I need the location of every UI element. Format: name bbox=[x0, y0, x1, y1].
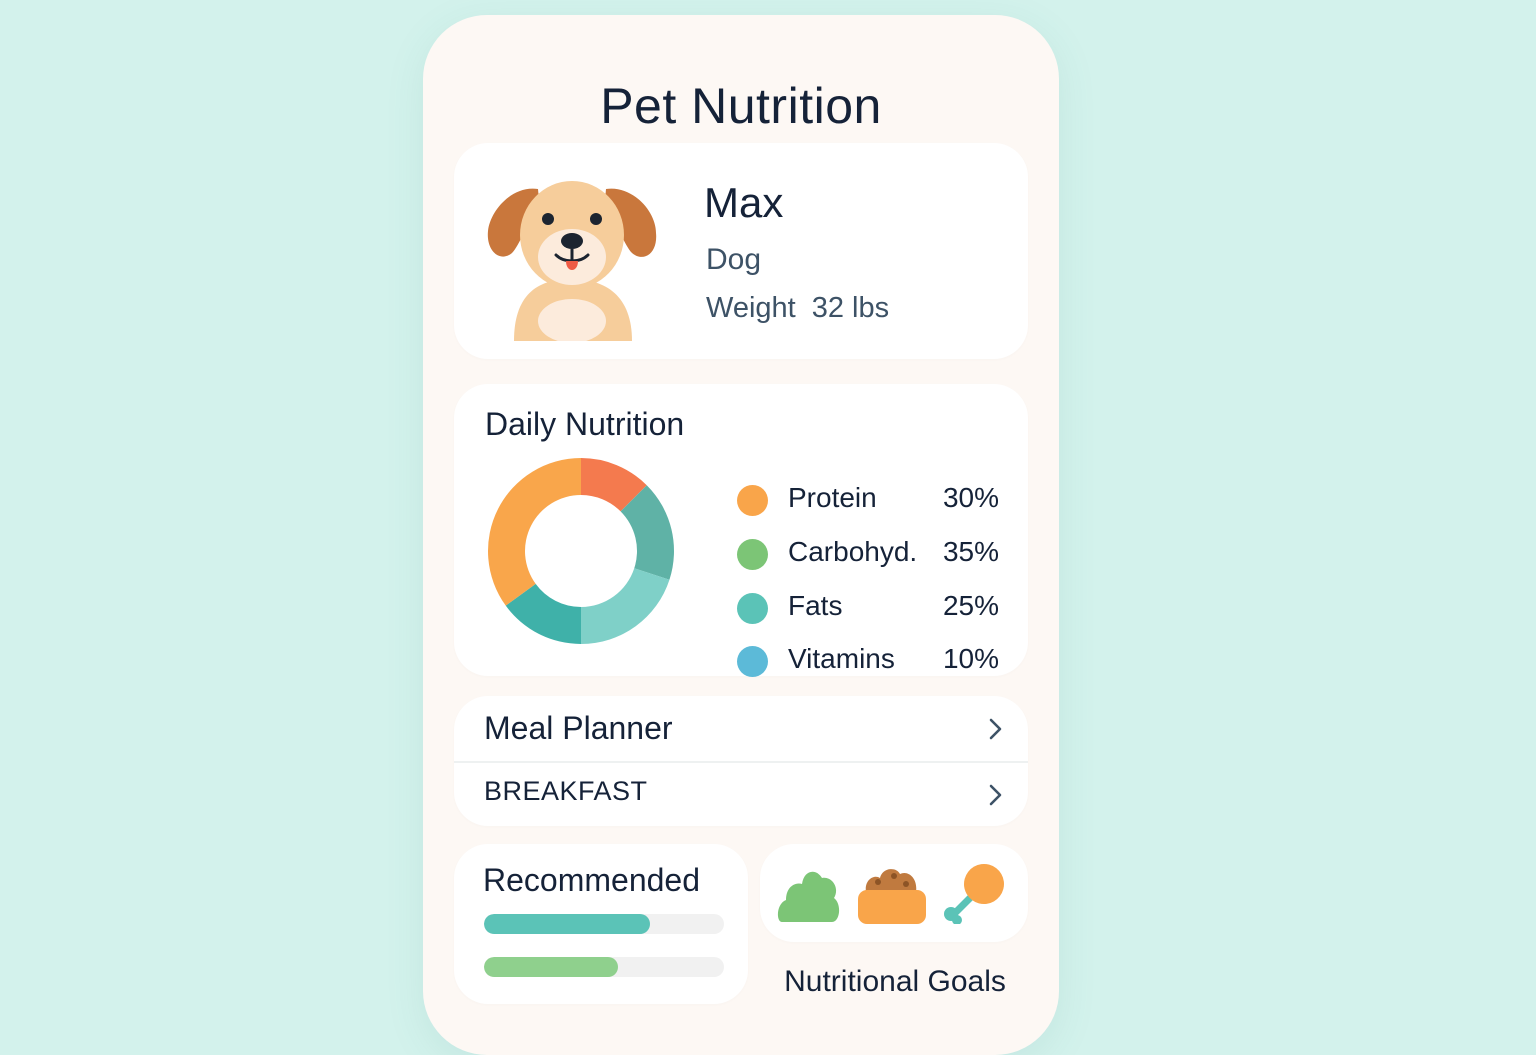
donut-segment-1 bbox=[620, 485, 674, 580]
fats-dot bbox=[737, 593, 768, 624]
recommended-progress-track-1 bbox=[484, 914, 724, 934]
legend-label: Vitamins bbox=[788, 643, 895, 674]
pet-name: Max bbox=[704, 179, 784, 226]
app-panel: Pet Nutrition Max Dog We bbox=[423, 15, 1059, 1055]
daily-nutrition-card: Daily Nutrition Protein 30% Carbohyd. 35… bbox=[454, 384, 1028, 677]
legend-value: 30% bbox=[942, 482, 999, 513]
nutritional-goals-label: Nutritional Goals bbox=[784, 965, 1006, 998]
legend-label: Carbohyd. bbox=[788, 536, 918, 567]
recommended-progress-2 bbox=[484, 957, 619, 977]
pet-weight: Weight 32 lbs bbox=[706, 292, 905, 325]
legend-label: Fats bbox=[788, 590, 843, 621]
divider bbox=[454, 761, 1028, 763]
meal-planner-row[interactable]: Meal Planner bbox=[454, 696, 1028, 760]
legend-item-vitamins: Vitamins 10% bbox=[737, 641, 999, 681]
breakfast-label: BREAKFAST bbox=[484, 776, 648, 806]
pet-profile-card[interactable]: Max Dog Weight 32 lbs bbox=[454, 143, 1028, 359]
donut-segment-2 bbox=[581, 568, 670, 644]
page-title: Pet Nutrition bbox=[600, 78, 882, 134]
legend-value: 25% bbox=[942, 590, 999, 621]
chicken-leg-icon bbox=[944, 864, 1004, 924]
recommended-progress-track-2 bbox=[484, 957, 724, 977]
vitamins-dot bbox=[737, 646, 768, 677]
weight-label: Weight bbox=[706, 292, 796, 324]
legend-item-fats: Fats 25% bbox=[737, 588, 999, 628]
donut-segment-3 bbox=[505, 583, 581, 644]
dog-face-icon bbox=[487, 181, 657, 341]
broccoli-icon bbox=[777, 871, 840, 922]
chevron-right-icon bbox=[989, 784, 1002, 806]
legend-value: 35% bbox=[942, 536, 999, 567]
donut-segment-0 bbox=[581, 458, 647, 512]
legend-label: Protein bbox=[788, 482, 877, 513]
recommended-progress-1 bbox=[484, 914, 650, 934]
recommended-card[interactable]: Recommended bbox=[454, 844, 748, 1004]
legend-item-carbohydrates: Carbohyd. 35% bbox=[737, 534, 999, 574]
protein-dot bbox=[737, 485, 768, 516]
nutritional-goals-card[interactable] bbox=[760, 844, 1028, 942]
donut-segment-4 bbox=[488, 458, 581, 606]
legend-value: 10% bbox=[942, 643, 999, 674]
pet-species: Dog bbox=[706, 243, 762, 276]
carbohydrates-dot bbox=[737, 539, 768, 570]
breakfast-row[interactable]: BREAKFAST bbox=[454, 762, 1028, 826]
weight-value: 32 lbs bbox=[811, 292, 890, 324]
nutrition-donut-chart bbox=[488, 458, 674, 644]
recommended-title: Recommended bbox=[483, 862, 700, 898]
meal-planner-card: Meal Planner BREAKFAST bbox=[454, 696, 1028, 826]
food-bowl-icon bbox=[858, 869, 926, 924]
nutrition-title: Daily Nutrition bbox=[485, 406, 685, 442]
meal-planner-title: Meal Planner bbox=[484, 710, 673, 746]
chevron-right-icon bbox=[989, 718, 1002, 740]
legend-item-protein: Protein 30% bbox=[737, 480, 999, 520]
